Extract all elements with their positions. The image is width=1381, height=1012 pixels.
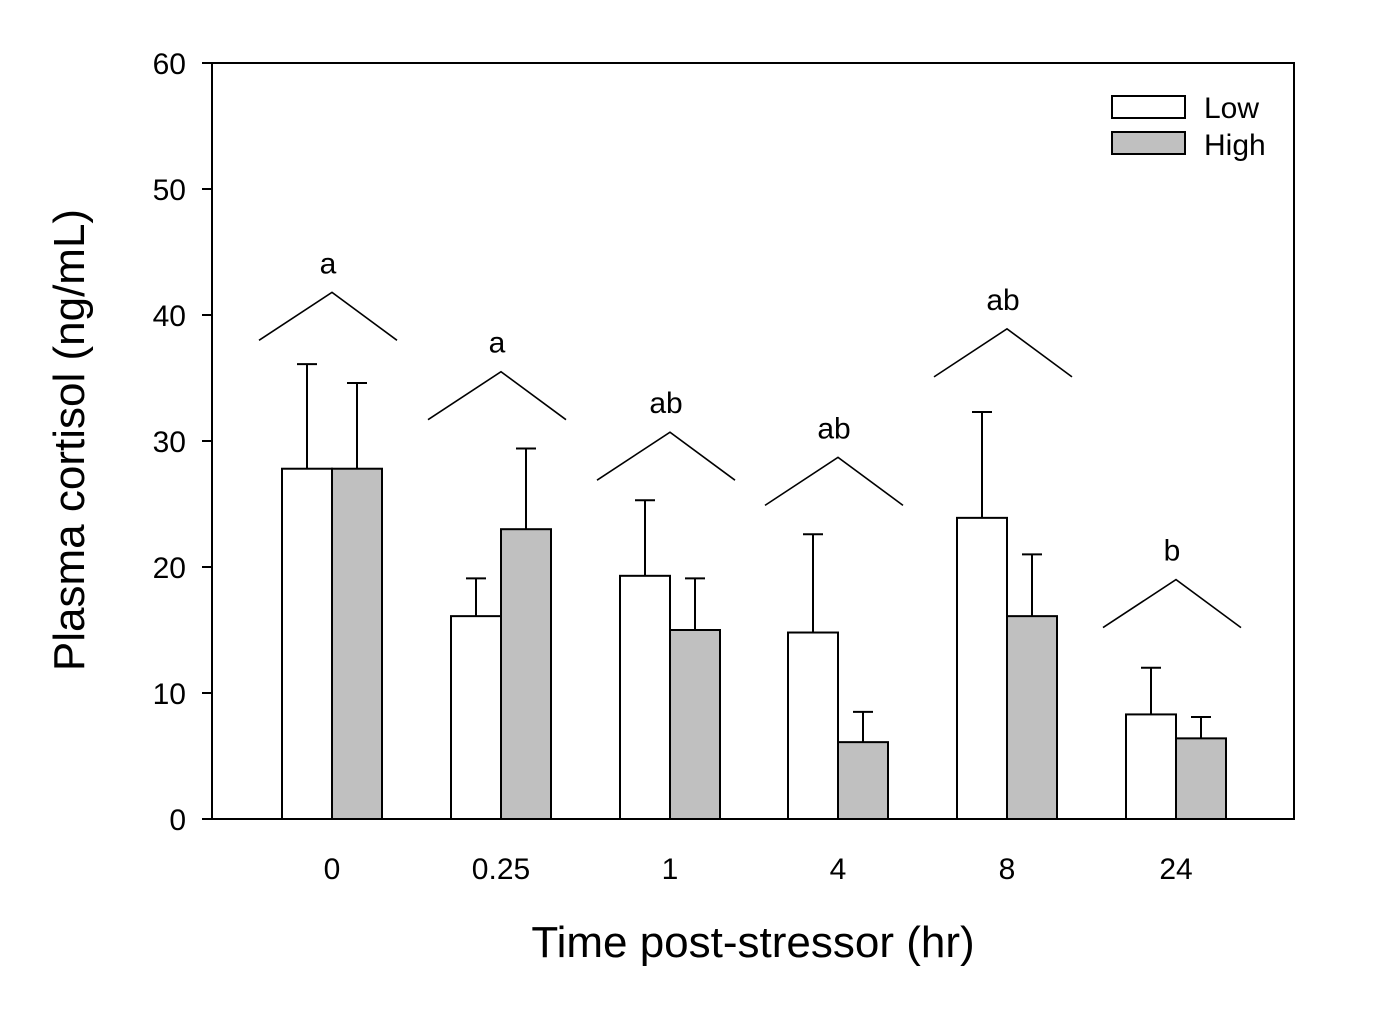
significance-bracket-0.25 [427,370,567,421]
bar-high-8 [1006,615,1058,821]
legend-swatch-high [1111,131,1186,155]
x-axis: 0 0.25 1 4 8 24 [324,853,1193,886]
bar-low-24 [1125,713,1177,820]
significance-bracket-8 [933,327,1073,378]
error-bars-layer [297,363,1211,743]
x-tick-label-24: 24 [1159,853,1192,886]
bar-high-4 [837,741,889,821]
significance-label-0.25: a [489,327,506,360]
bars-layer [281,467,1227,821]
y-tick-label-30: 30 [153,426,186,459]
significance-label-24: b [1164,535,1181,568]
legend: Low High [1111,92,1266,162]
significance-layer: a a ab ab ab b [258,247,1242,629]
x-tick-label-0: 0 [324,853,341,886]
significance-label-1: ab [649,387,682,420]
x-tick-label-0.25: 0.25 [472,853,530,886]
bar-high-24 [1175,737,1227,820]
significance-bracket-1 [596,431,736,481]
significance-label-0: a [320,247,337,280]
significance-label-8: ab [986,284,1019,317]
significance-bracket-24 [1102,578,1242,629]
bar-low-0.25 [450,615,502,821]
bar-high-1 [669,629,721,820]
x-tick-label-4: 4 [830,853,847,886]
x-axis-title: Time post-stressor (hr) [531,918,974,967]
y-tick-label-60: 60 [153,48,186,81]
bar-low-8 [956,516,1008,820]
bar-high-0 [331,467,383,820]
y-tick-label-10: 10 [153,678,186,711]
bar-high-0.25 [500,528,552,820]
x-tick-label-8: 8 [999,853,1016,886]
legend-label-low: Low [1204,92,1259,125]
y-axis: 0 10 20 30 40 50 60 [153,48,212,837]
significance-bracket-4 [764,456,904,507]
bar-low-1 [619,574,671,820]
significance-label-4: ab [817,412,850,445]
x-tick-label-1: 1 [662,853,679,886]
legend-swatch-low [1111,95,1186,119]
bar-low-0 [281,467,333,820]
legend-label-high: High [1204,129,1266,162]
y-tick-label-40: 40 [153,300,186,333]
y-tick-label-0: 0 [169,804,186,837]
bar-low-4 [787,631,839,821]
y-tick-label-20: 20 [153,552,186,585]
significance-bracket-0 [258,291,398,341]
y-tick-label-50: 50 [153,174,186,207]
y-axis-title: Plasma cortisol (ng/mL) [45,209,94,671]
